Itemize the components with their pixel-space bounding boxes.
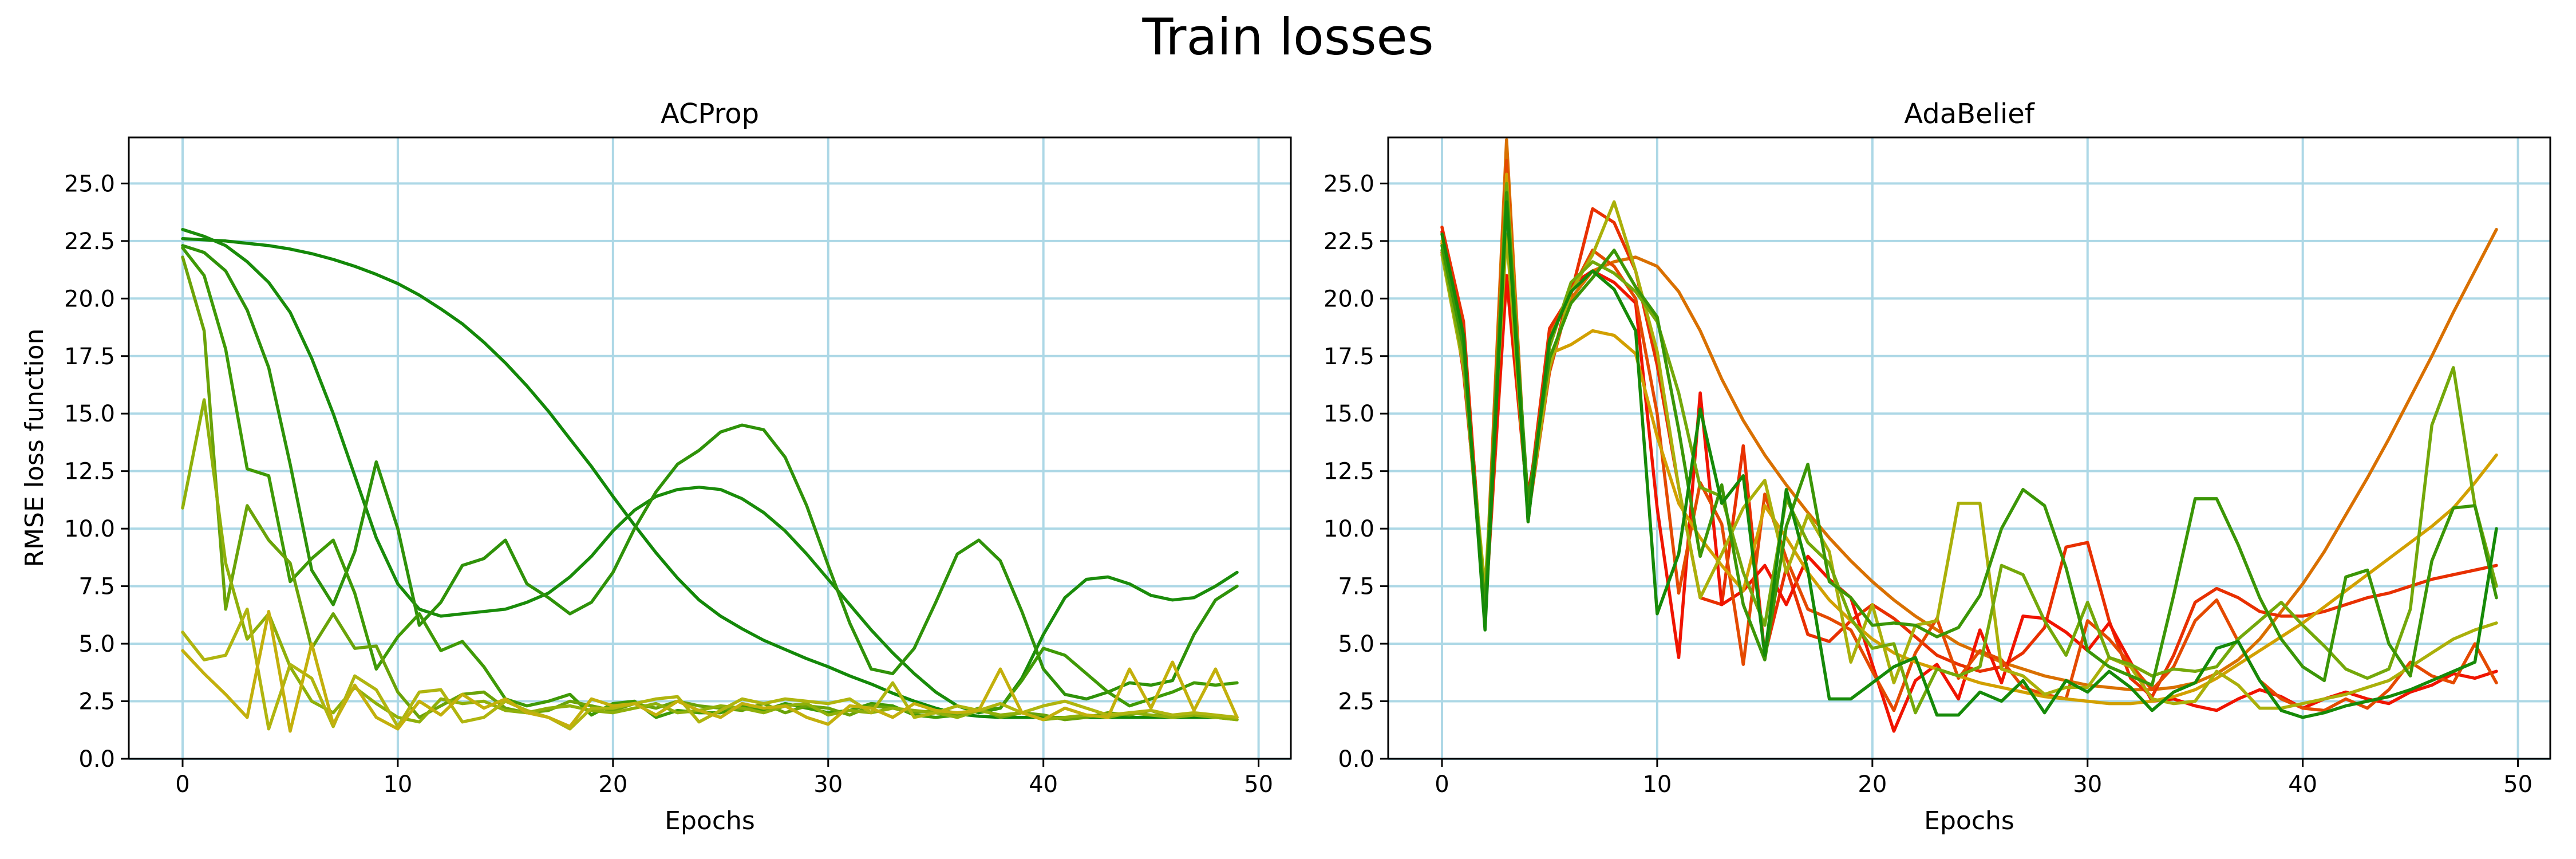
y-tick-label: 5.0 [1338,631,1374,657]
panel-acprop-grid [129,137,1291,760]
y-tick-label: 7.5 [78,574,115,600]
y-tick-label: 17.5 [1323,344,1374,370]
y-tick-label: 17.5 [64,344,115,370]
acprop-series-8-line [181,610,1239,733]
adabelief-series-5-line [1440,172,2498,706]
acprop-series-2-line [181,227,1239,715]
panel-acprop-xlabel: Epochs [665,806,755,836]
x-tick-label: 10 [383,771,412,798]
x-tick-label: 40 [2288,771,2317,798]
adabelief-series-9-line [1440,200,2498,719]
x-tick-label: 10 [1642,771,1672,798]
adabelief-series-4-line [1440,159,2498,712]
adabelief-series-6-line [1440,200,2498,710]
x-tick-label: 0 [1435,771,1449,798]
adabelief-series-1-line [1440,138,2498,692]
panel-adabelief-xlabel: Epochs [1924,806,2014,836]
panel-acprop: 0 10 20 30 40 50 0.0 2.5 5.0 7.5 10.0 12.5 15.0 17.5 2… [20,98,1292,836]
x-tick-label: 30 [2073,771,2102,798]
y-tick-label: 0.0 [78,746,115,773]
y-tick-label: 15.0 [64,401,115,427]
panel-acprop-frame [128,136,1292,760]
panel-adabelief: 0 10 20 30 40 50 0.0 2.5 5.0 7.5 10.0 12.5 15.0 17.5 2… [1323,98,2551,836]
panel-acprop-ylabel: RMSE loss function [20,329,49,568]
x-tick-label: 30 [813,771,843,798]
panel-acprop-series [181,227,1239,733]
panel-adabelief-ticks: 0 10 20 30 40 50 0.0 2.5 5.0 7.5 10.0 12.5 15.0 17.5 2… [1323,171,2532,798]
x-tick-label: 40 [1029,771,1058,798]
y-tick-label: 15.0 [1323,401,1374,427]
x-tick-label: 50 [2503,771,2532,798]
panel-acprop-ticks: 0 10 20 30 40 50 0.0 2.5 5.0 7.5 10.0 12.5 15.0 17.5 2… [64,171,1273,798]
panel-adabelief-frame [1387,136,2551,760]
y-tick-label: 25.0 [64,171,115,197]
acprop-series-7-line [181,608,1239,731]
panel-adabelief-series [1440,138,2498,733]
x-tick-label: 50 [1244,771,1273,798]
y-tick-label: 10.0 [64,516,115,542]
acprop-series-4-line [181,246,1239,719]
y-tick-label: 12.5 [1323,459,1374,485]
y-tick-label: 2.5 [78,689,115,715]
acprop-series-1-line [181,237,1239,719]
x-tick-label: 20 [598,771,627,798]
y-tick-label: 22.5 [1323,228,1374,255]
adabelief-series-3-line [1440,230,2498,733]
figure-title: Train losses [1141,7,1433,66]
y-tick-label: 12.5 [64,459,115,485]
y-tick-label: 2.5 [1338,689,1374,715]
adabelief-series-2-line [1440,207,2498,699]
panel-adabelief-title: AdaBelief [1904,98,2035,130]
x-tick-label: 0 [175,771,189,798]
adabelief-series-7-line [1440,182,2498,715]
y-tick-label: 10.0 [1323,516,1374,542]
y-tick-label: 20.0 [1323,286,1374,312]
y-tick-label: 20.0 [64,286,115,312]
x-tick-label: 20 [1858,771,1887,798]
y-tick-label: 7.5 [1338,574,1374,600]
y-tick-label: 0.0 [1338,746,1374,773]
acprop-series-3-line [181,244,1239,701]
y-tick-label: 22.5 [64,228,115,255]
y-tick-label: 5.0 [78,631,115,657]
y-tick-label: 25.0 [1323,171,1374,197]
panel-acprop-title: ACProp [661,98,759,130]
adabelief-series-8-line [1440,191,2498,687]
